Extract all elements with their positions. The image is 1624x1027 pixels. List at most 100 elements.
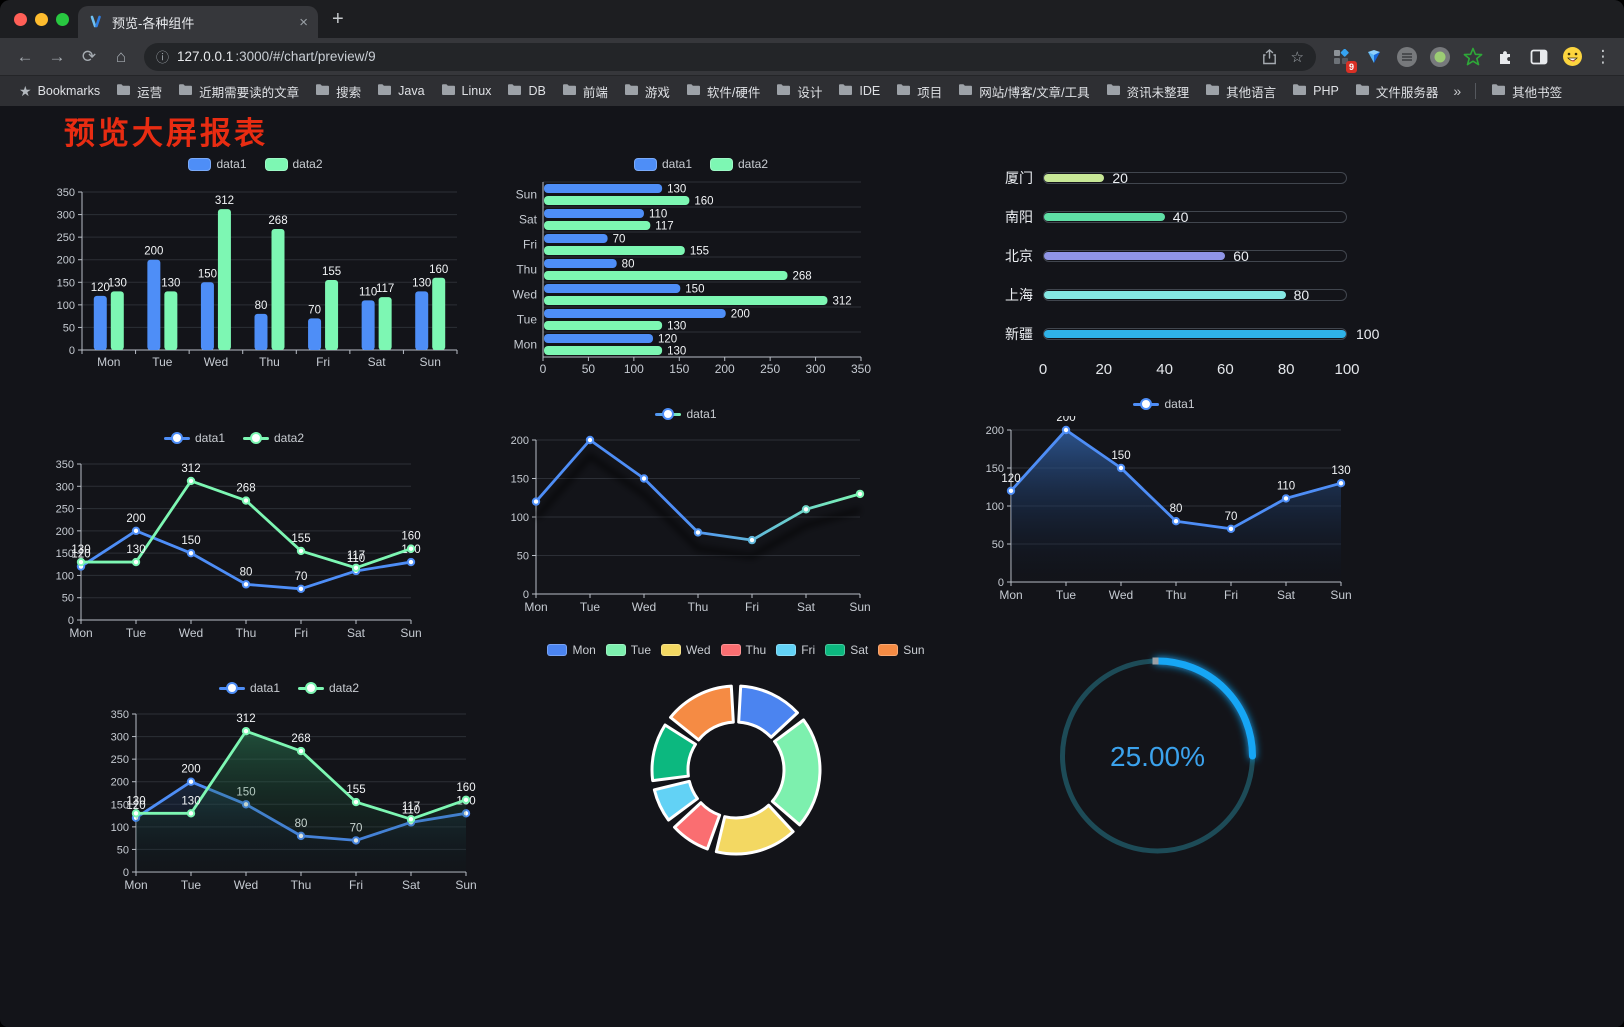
bar bbox=[544, 321, 663, 330]
svg-text:117: 117 bbox=[347, 550, 365, 562]
tab-close-icon[interactable]: × bbox=[299, 13, 308, 31]
page-info-icon[interactable]: ⓘ bbox=[156, 50, 170, 65]
home-icon[interactable]: ⌂ bbox=[115, 46, 127, 66]
svg-text:350: 350 bbox=[851, 362, 871, 376]
chart-progress-bars: 厦门 20 南阳 40 北京 60 上海 80 新疆 100 0 20 40 60 80 100 bbox=[995, 158, 1379, 393]
reload-icon[interactable]: ⟳ bbox=[81, 46, 97, 66]
puzzle-extension-icon[interactable] bbox=[1493, 44, 1519, 70]
legend-item[interactable]: Wed bbox=[661, 643, 711, 657]
legend-item[interactable]: Sat bbox=[825, 643, 868, 657]
folder-icon bbox=[507, 83, 522, 99]
bookmark-folder[interactable]: 前端 bbox=[555, 79, 615, 104]
bookmark-folder[interactable]: Linux bbox=[434, 80, 499, 102]
bookmark-folder[interactable]: IDE bbox=[831, 80, 887, 102]
legend-item[interactable]: Thu bbox=[720, 643, 766, 657]
legend-item[interactable]: data1 bbox=[218, 681, 280, 695]
bookmark-folder[interactable]: PHP bbox=[1285, 80, 1346, 102]
data-point bbox=[801, 505, 811, 514]
bookmarks-overflow-chevron[interactable]: » bbox=[1453, 83, 1462, 99]
bar bbox=[325, 280, 339, 350]
bookmark-folder[interactable]: 其他语言 bbox=[1198, 79, 1283, 104]
svg-text:200: 200 bbox=[126, 513, 145, 525]
data-point bbox=[1116, 463, 1126, 473]
bookmark-folder[interactable]: 项目 bbox=[889, 79, 949, 104]
svg-text:Wed: Wed bbox=[234, 878, 258, 892]
pie-slice bbox=[737, 684, 799, 739]
progress-track: 100 bbox=[1043, 326, 1379, 342]
progress-axis: 0 20 40 60 80 100 bbox=[1038, 361, 1360, 378]
svg-text:70: 70 bbox=[1225, 511, 1238, 523]
progress-row: 厦门 20 bbox=[995, 158, 1347, 197]
bookmark-folder[interactable]: 网站/博客/文章/工具 bbox=[951, 79, 1096, 104]
sidebar-toggle-icon[interactable] bbox=[1526, 44, 1552, 70]
url-bar[interactable]: ⓘ 127.0.0.1 :3000/#/chart/preview/9 ☆ bbox=[144, 42, 1316, 71]
bookmark-folder[interactable]: 设计 bbox=[769, 79, 829, 104]
emoji-extension-icon[interactable] bbox=[1559, 44, 1585, 70]
forward-icon[interactable]: → bbox=[48, 46, 66, 66]
bar bbox=[544, 234, 608, 243]
other-bookmarks[interactable]: 其他书签 bbox=[1484, 79, 1569, 104]
circle-extension-icon-1[interactable] bbox=[1394, 44, 1420, 70]
progress-row: 上海 80 bbox=[995, 275, 1347, 314]
chart-canvas: 0 50 100 150 200 120 200 150 80 70 110 130 Mon Tue Wed… bbox=[986, 412, 1352, 602]
svg-text:Sun: Sun bbox=[516, 188, 537, 202]
legend-item[interactable]: data2 bbox=[710, 157, 768, 171]
svg-text:150: 150 bbox=[57, 277, 75, 289]
bookmark-folder[interactable]: 近期需要读的文章 bbox=[171, 79, 306, 104]
legend-item[interactable]: Mon bbox=[547, 643, 596, 657]
bookmark-folder[interactable]: Java bbox=[370, 80, 431, 102]
minimize-window-button[interactable] bbox=[35, 13, 48, 26]
new-tab-button[interactable]: + bbox=[332, 8, 344, 30]
legend-item[interactable]: data2 bbox=[298, 681, 359, 695]
progress-track: 20 bbox=[1043, 170, 1347, 186]
svg-text:350: 350 bbox=[56, 459, 74, 471]
gem-extension-icon[interactable] bbox=[1361, 44, 1387, 70]
back-icon[interactable]: ← bbox=[16, 46, 34, 66]
pie-slice bbox=[673, 801, 722, 851]
svg-text:Wed: Wed bbox=[513, 288, 537, 302]
star-extension-icon[interactable] bbox=[1460, 44, 1486, 70]
folder-icon bbox=[896, 83, 911, 99]
svg-text:160: 160 bbox=[456, 782, 475, 794]
url-path: :3000/#/chart/preview/9 bbox=[235, 49, 376, 64]
svg-text:200: 200 bbox=[181, 764, 200, 776]
bookmarks-star-icon: ★ bbox=[19, 82, 32, 99]
data-point bbox=[406, 557, 416, 567]
svg-text:Wed: Wed bbox=[204, 355, 228, 369]
bookmark-folder[interactable]: DB bbox=[500, 80, 552, 102]
share-icon[interactable] bbox=[1262, 48, 1277, 65]
browser-menu-icon[interactable]: ⋮ bbox=[1594, 46, 1612, 66]
bookmark-star-icon[interactable]: ☆ bbox=[1290, 48, 1304, 66]
legend-item[interactable]: data1 bbox=[188, 157, 247, 171]
data-point bbox=[1006, 486, 1016, 496]
browser-tab[interactable]: 预览-各种组件 × bbox=[78, 6, 318, 38]
legend-item[interactable]: data1 bbox=[655, 407, 717, 421]
chart-legend: data1 data2 bbox=[48, 152, 463, 176]
bookmark-folder[interactable]: 游戏 bbox=[617, 79, 677, 104]
legend-item[interactable]: data2 bbox=[243, 431, 304, 445]
bookmark-folder[interactable]: 搜索 bbox=[308, 79, 368, 104]
blocks-extension-icon[interactable]: 9 bbox=[1328, 44, 1357, 73]
circle-extension-icon-2[interactable] bbox=[1427, 44, 1453, 70]
bar bbox=[544, 296, 828, 305]
bookmarks-manager[interactable]: ★ Bookmarks bbox=[12, 80, 107, 103]
legend-item[interactable]: Fri bbox=[776, 643, 815, 657]
svg-text:250: 250 bbox=[760, 362, 780, 376]
bookmark-folder[interactable]: 资讯未整理 bbox=[1099, 79, 1197, 104]
legend-item[interactable]: Sun bbox=[878, 643, 925, 657]
legend-item[interactable]: Tue bbox=[605, 643, 651, 657]
bookmark-folder[interactable]: 运营 bbox=[109, 79, 169, 104]
data-point bbox=[1226, 524, 1236, 534]
legend-item[interactable]: data1 bbox=[1133, 397, 1195, 411]
folder-icon bbox=[377, 83, 392, 99]
chart-bar-vertical: data1 data2 0 50 100 150 200 250 300 350 120 200 150… bbox=[48, 152, 463, 372]
legend-item[interactable]: data1 bbox=[633, 157, 692, 171]
legend-item[interactable]: data1 bbox=[163, 431, 225, 445]
legend-item[interactable]: data2 bbox=[264, 157, 323, 171]
zoom-window-button[interactable] bbox=[56, 13, 69, 26]
close-window-button[interactable] bbox=[14, 13, 27, 26]
data-point bbox=[186, 809, 196, 818]
bar bbox=[544, 346, 663, 355]
bookmark-folder[interactable]: 软件/硬件 bbox=[679, 79, 767, 104]
bookmark-folder[interactable]: 文件服务器 bbox=[1348, 79, 1446, 104]
